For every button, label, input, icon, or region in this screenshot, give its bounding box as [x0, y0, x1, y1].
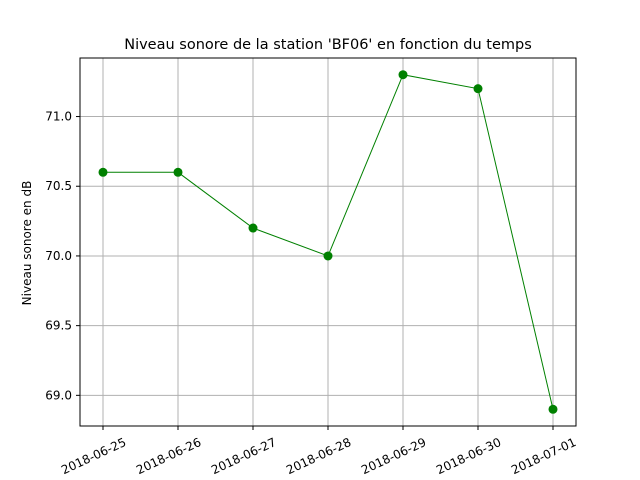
- data-point: [98, 167, 108, 177]
- series: [98, 70, 558, 414]
- grid: [80, 58, 576, 426]
- ticks: 2018-06-25 2018-06-26 2018-06-27 2018-06-28…: [45, 110, 578, 478]
- y-tick-label: 69.5: [45, 319, 72, 333]
- x-tick-label: 2018-06-27: [209, 435, 278, 477]
- y-tick-label: 70.5: [45, 179, 72, 193]
- y-tick-label: 69.0: [45, 388, 72, 402]
- x-tick-label: 2018-07-01: [509, 435, 578, 477]
- data-point: [248, 223, 258, 233]
- y-axis-label: Niveau sonore en dB: [20, 181, 34, 306]
- data-point: [173, 167, 183, 177]
- data-point: [398, 70, 408, 80]
- x-tick-label: 2018-06-30: [434, 435, 503, 477]
- y-tick-label: 70.0: [45, 249, 72, 263]
- y-tick-label: 71.0: [45, 110, 72, 124]
- data-point: [473, 84, 483, 94]
- data-point: [548, 404, 558, 414]
- data-point: [323, 251, 333, 261]
- x-tick-label: 2018-06-25: [59, 435, 128, 477]
- chart-title: Niveau sonore de la station 'BF06' en fo…: [124, 37, 532, 53]
- x-tick-label: 2018-06-28: [284, 435, 353, 477]
- x-tick-label: 2018-06-29: [359, 435, 428, 477]
- x-tick-label: 2018-06-26: [134, 435, 203, 477]
